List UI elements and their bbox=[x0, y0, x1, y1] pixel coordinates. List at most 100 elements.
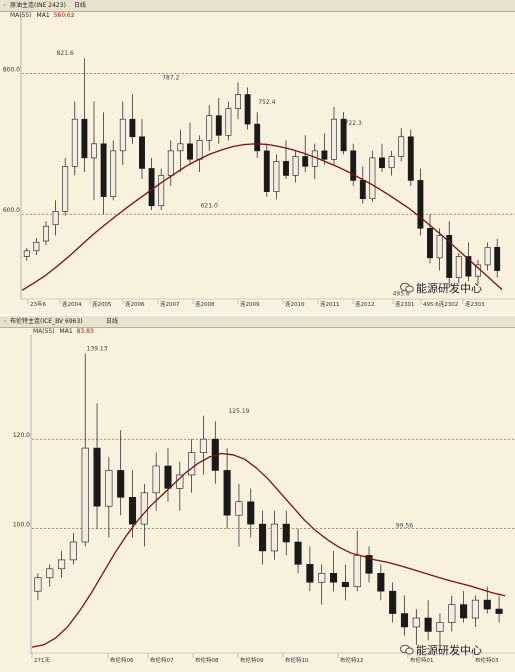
x-tick-label: 连2301 bbox=[395, 300, 415, 308]
candle-body bbox=[128, 496, 137, 525]
y-tick-label: 600.0 bbox=[3, 207, 20, 214]
price-annotation: 787.2 bbox=[162, 74, 179, 81]
candle-body bbox=[91, 143, 97, 159]
ma-legend-value: 560.62 bbox=[53, 12, 75, 19]
candle-body bbox=[129, 118, 136, 138]
candle-body bbox=[483, 599, 491, 610]
candle-body bbox=[263, 150, 270, 192]
candle-body bbox=[427, 227, 433, 259]
candle-body bbox=[302, 156, 309, 167]
candle-body bbox=[206, 115, 213, 141]
x-tick-label: 布伦特03 bbox=[475, 656, 499, 664]
candle-body bbox=[139, 136, 145, 169]
candle-body bbox=[187, 143, 193, 160]
candle-body bbox=[69, 541, 77, 561]
candle-body bbox=[448, 604, 456, 623]
candle-body bbox=[93, 447, 101, 507]
x-tick-label: 布伦特10 bbox=[285, 656, 309, 664]
x-tick-label: 布伦特06 bbox=[110, 656, 134, 664]
candle-body bbox=[244, 94, 251, 125]
x-tick-label: 布伦特12 bbox=[340, 656, 364, 664]
ma-legend-value: 83.83 bbox=[76, 328, 94, 335]
candle-body bbox=[350, 150, 357, 181]
candle-body bbox=[436, 622, 444, 632]
candle-body bbox=[388, 156, 395, 169]
candle-body bbox=[377, 572, 385, 592]
x-tick-label: 连2009 bbox=[240, 300, 260, 308]
candle-body bbox=[215, 115, 222, 136]
brent-candlestick-chart: 100.0 120.0 271天 布伦特06 布伦特07 布伦特08 布伦特09 布伦特10 布… bbox=[13, 335, 515, 664]
candle-body bbox=[259, 523, 267, 552]
candle-body bbox=[58, 559, 66, 570]
candle-body bbox=[177, 143, 184, 152]
ma-legend: MA(55) MA1 83.83 bbox=[33, 328, 94, 335]
candle-body bbox=[292, 156, 299, 176]
candle-body bbox=[331, 118, 337, 160]
brent-chart-panel: ◦ 布伦特主连(ICE_BV 6963) 日线 MA(55) MA1 83.83… bbox=[0, 316, 515, 672]
price-annotation: 722.3 bbox=[345, 120, 362, 127]
candle-body bbox=[46, 568, 54, 579]
candle-body bbox=[254, 123, 261, 152]
candle-body bbox=[117, 470, 125, 498]
candle-body bbox=[110, 150, 117, 197]
candle-body bbox=[33, 242, 40, 252]
period-selector[interactable]: 日线 bbox=[106, 318, 119, 325]
window-menu-icon[interactable]: ◦ bbox=[3, 318, 7, 325]
candle-body bbox=[294, 541, 302, 565]
candle-body bbox=[225, 108, 232, 136]
period-selector[interactable]: 日线 bbox=[74, 2, 87, 9]
candle-body bbox=[283, 161, 289, 176]
candle-body bbox=[329, 572, 338, 583]
price-annotation: 125.19 bbox=[228, 408, 249, 415]
crude-oil-candlestick-chart: 600.0 800.0 23年6 连2004 连2005 连2006 连2007 连2008 连… bbox=[3, 14, 515, 308]
candle-body bbox=[369, 157, 376, 200]
x-tick-label: 23年6 bbox=[30, 300, 46, 308]
candle-body bbox=[235, 94, 241, 109]
x-tick-label: 连2005 bbox=[92, 300, 112, 308]
candle-body bbox=[196, 139, 203, 160]
x-tick-label: 连2004 bbox=[62, 300, 82, 308]
candle-body bbox=[100, 143, 107, 197]
candle-body bbox=[119, 118, 126, 152]
window-menu-icon[interactable]: ◦ bbox=[3, 2, 7, 9]
candle-body bbox=[400, 613, 409, 628]
candle-body bbox=[282, 523, 290, 543]
x-tick-label: 连2012 bbox=[355, 300, 375, 308]
y-tick-label: 120.0 bbox=[13, 432, 30, 439]
price-annotation: 495.6 bbox=[393, 291, 410, 298]
chart-header: ◦ 布伦特主连(ICE_BV 6963) 日线 bbox=[0, 316, 515, 328]
watermark: 能源研发中心 bbox=[400, 280, 482, 296]
x-tick-label: 连2010 bbox=[285, 300, 305, 308]
candle-body bbox=[81, 447, 89, 543]
x-tick-label: 连2008 bbox=[195, 300, 215, 308]
candle-body bbox=[23, 250, 30, 257]
candle-body bbox=[188, 452, 196, 476]
x-tick-label: 连2303 bbox=[465, 300, 485, 308]
candle-body bbox=[318, 572, 326, 583]
candle-body bbox=[484, 247, 491, 266]
wechat-icon bbox=[400, 282, 414, 293]
candle-body bbox=[270, 523, 278, 552]
chart-title: 原油主连(INE 2423) bbox=[10, 2, 66, 9]
candle-body bbox=[359, 180, 366, 200]
candle-body bbox=[494, 247, 501, 271]
candle-body bbox=[164, 465, 172, 489]
candle-body bbox=[353, 555, 361, 588]
ma-line bbox=[21, 143, 503, 291]
x-tick-label: 布伦特08 bbox=[195, 656, 219, 664]
candle-body bbox=[43, 225, 49, 242]
candle-body bbox=[436, 235, 443, 259]
watermark-text: 能源研发中心 bbox=[416, 644, 482, 657]
candle-body bbox=[412, 617, 420, 628]
x-tick-label: 连2011 bbox=[320, 300, 340, 308]
candle-body bbox=[465, 256, 472, 277]
candle-body bbox=[247, 501, 255, 525]
candle-body bbox=[235, 501, 243, 516]
candle-body bbox=[62, 166, 69, 212]
ma-legend-label: MA1 bbox=[36, 12, 50, 19]
x-tick-label: 布伦特01 bbox=[410, 656, 434, 664]
price-annotation: 139.13 bbox=[87, 346, 108, 353]
candle-body bbox=[495, 608, 503, 614]
ma-legend-label: MA1 bbox=[59, 328, 73, 335]
candle-body bbox=[52, 211, 59, 226]
